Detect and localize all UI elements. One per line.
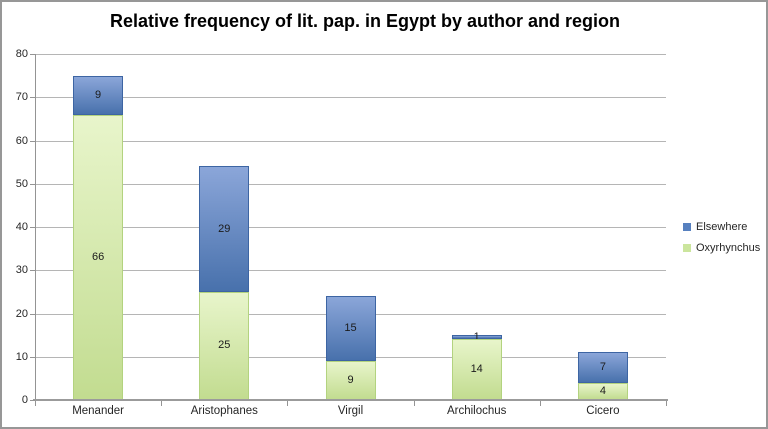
y-tick — [30, 54, 35, 55]
y-axis-label: 10 — [15, 350, 28, 363]
bar-column: 9 66 — [73, 75, 124, 400]
bar-segment-elsewhere: 9 — [73, 75, 124, 115]
x-tick — [287, 401, 289, 406]
bar-segment-oxyrhynchus: 14 — [451, 339, 502, 400]
bar-segment-elsewhere: 29 — [199, 166, 250, 292]
x-tick — [161, 401, 163, 406]
chart-title: Relative frequency of lit. pap. in Egypt… — [109, 11, 621, 31]
y-axis-label: 0 — [21, 394, 28, 406]
y-gridline — [35, 140, 666, 142]
y-tick — [30, 400, 35, 401]
legend-item: Oxyrhynchus — [683, 237, 760, 258]
legend-swatch-elsewhere-icon — [683, 222, 691, 231]
y-axis-label: 50 — [15, 177, 28, 190]
bar-value-label: 66 — [91, 250, 105, 263]
x-axis-label: Archilochus — [446, 405, 507, 417]
y-gridline — [35, 54, 666, 55]
y-axis-label: 40 — [15, 221, 28, 233]
bar-value-label: 25 — [218, 339, 231, 352]
y-gridline — [35, 270, 666, 272]
bar-segment-elsewhere: 7 — [577, 352, 628, 383]
legend-label: Oxyrhynchus — [696, 241, 761, 254]
y-gridline — [35, 183, 666, 185]
bar-value-label: 9 — [95, 88, 102, 101]
bar-segment-oxyrhynchus: 9 — [325, 361, 376, 400]
y-gridline — [35, 97, 666, 99]
y-axis-line — [35, 54, 36, 400]
bar-value-label: 29 — [218, 222, 231, 235]
bar-segment-oxyrhynchus: 25 — [199, 291, 250, 400]
bar-value-label: 14 — [470, 363, 483, 376]
x-tick — [666, 401, 667, 406]
y-gridline — [35, 227, 666, 228]
y-axis-label: 60 — [15, 134, 28, 147]
legend-swatch-oxyrhynchus-icon — [683, 243, 691, 252]
y-tick — [30, 140, 35, 142]
legend-label: Elsewhere — [696, 220, 748, 233]
legend-item: Elsewhere — [683, 216, 760, 237]
x-axis-line — [33, 399, 668, 401]
bar-value-label: 9 — [347, 374, 354, 387]
y-tick — [30, 227, 35, 228]
x-tick — [35, 401, 36, 406]
y-tick — [30, 270, 35, 272]
bar-value-label: 1 — [473, 330, 480, 343]
x-axis-label: Aristophanes — [190, 405, 258, 417]
plot-area: 9 66 29 25 15 9 1 14 7 4 — [35, 54, 666, 400]
bar-value-label: 4 — [599, 384, 606, 397]
legend: Elsewhere Oxyrhynchus — [683, 216, 760, 258]
bar-segment-elsewhere: 15 — [325, 296, 376, 362]
y-axis-label: 30 — [15, 264, 28, 277]
y-axis-label: 70 — [15, 91, 28, 104]
bar-column: 15 9 — [325, 296, 376, 400]
y-tick — [30, 183, 35, 185]
y-tick — [30, 356, 35, 358]
y-axis-label: 80 — [15, 48, 28, 60]
bar-segment-oxyrhynchus: 66 — [73, 114, 124, 400]
bar-value-label: 15 — [344, 322, 357, 335]
bar-segment-elsewhere: 1 — [451, 331, 502, 342]
x-axis-label: Cicero — [586, 405, 620, 417]
y-tick — [30, 97, 35, 99]
y-axis-label: 20 — [15, 307, 28, 320]
y-tick — [30, 313, 35, 315]
x-axis-label: Menander — [72, 405, 124, 417]
bar-value-label: 7 — [599, 361, 606, 374]
x-tick — [539, 401, 541, 406]
bar-column: 29 25 — [199, 166, 250, 400]
x-tick — [413, 401, 415, 406]
bar-column: 1 14 — [451, 331, 502, 400]
x-axis-label: Virgil — [337, 405, 364, 417]
bar-segment-oxyrhynchus: 4 — [577, 382, 628, 400]
